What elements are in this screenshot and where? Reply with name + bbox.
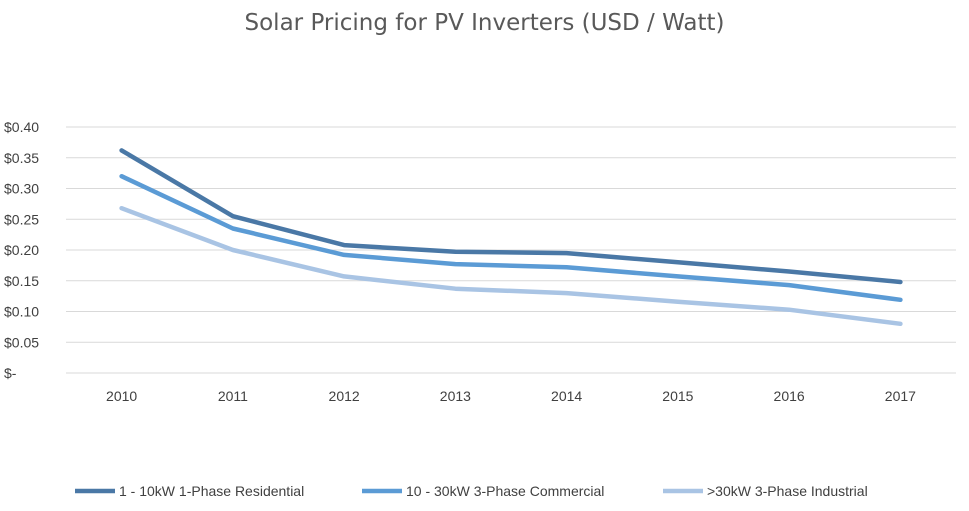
x-tick-label: 2011 [218, 388, 248, 404]
y-tick-label: $- [4, 365, 17, 381]
y-tick-label: $0.05 [4, 334, 39, 350]
legend-label: >30kW 3-Phase Industrial [707, 483, 868, 499]
y-tick-label: $0.40 [4, 119, 39, 135]
y-tick-label: $0.30 [4, 181, 39, 197]
gridlines [66, 126, 956, 374]
x-tick-label: 2013 [440, 388, 471, 404]
y-tick-label: $0.15 [4, 273, 39, 289]
series-lines [119, 148, 903, 327]
series-line [119, 173, 903, 303]
series-line [119, 205, 903, 327]
x-axis-tick-labels: 2010 2011 2012 2013 2014 2015 2016 2017 [106, 388, 916, 404]
legend: 1 - 10kW 1-Phase Residential 10 - 30kW 3-… [75, 483, 868, 499]
x-tick-label: 2014 [551, 388, 582, 404]
x-tick-label: 2010 [106, 388, 137, 404]
series-line [119, 148, 903, 285]
y-axis-tick-labels: $0.40 $0.35 $0.30 $0.25 $0.20 $0.15 $0.10 $0.05… [4, 119, 39, 381]
legend-label: 10 - 30kW 3-Phase Commercial [406, 483, 604, 499]
x-tick-label: 2012 [329, 388, 360, 404]
x-tick-label: 2015 [662, 388, 693, 404]
y-tick-label: $0.20 [4, 242, 39, 258]
y-tick-label: $0.25 [4, 211, 39, 227]
legend-label: 1 - 10kW 1-Phase Residential [119, 483, 304, 499]
chart-title: Solar Pricing for PV Inverters (USD / Wa… [244, 10, 725, 36]
x-tick-label: 2017 [885, 388, 916, 404]
y-tick-label: $0.10 [4, 304, 39, 320]
y-tick-label: $0.35 [4, 150, 39, 166]
x-tick-label: 2016 [774, 388, 805, 404]
